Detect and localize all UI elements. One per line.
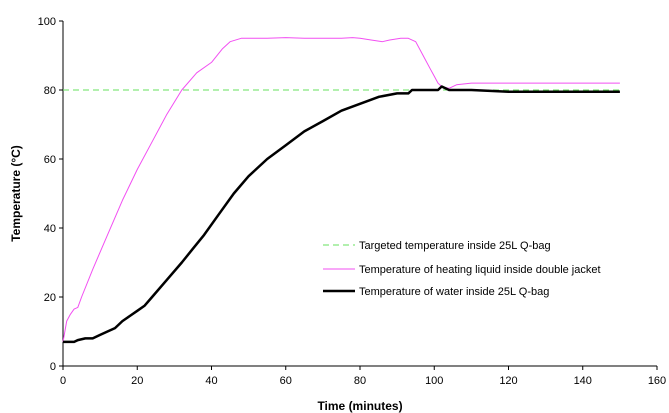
series-lines (62, 37, 620, 344)
tick-marks (59, 20, 658, 370)
x-tick-label: 0 (60, 375, 66, 387)
x-tick-label: 40 (205, 375, 217, 387)
y-tick-label: 80 (44, 85, 56, 97)
legend-label-target: Targeted temperature inside 25L Q-bag (359, 240, 551, 252)
x-tick-label: 100 (425, 375, 443, 387)
x-tick-label: 160 (648, 375, 666, 387)
axes (62, 21, 657, 367)
y-tick-label: 20 (44, 292, 56, 304)
y-axis-title: Temperature (°C) (9, 145, 23, 242)
y-tick-label: 100 (38, 16, 56, 28)
y-tick-labels: 0 20 40 60 80 100 (38, 16, 56, 373)
y-tick-label: 60 (44, 154, 56, 166)
x-axis-title: Time (minutes) (317, 399, 402, 413)
x-tick-labels: 0 20 40 60 80 100 120 140 160 (60, 375, 666, 387)
legend-label-water: Temperature of water inside 25L Q-bag (359, 286, 549, 298)
legend-label-heating-liquid: Temperature of heating liquid inside dou… (359, 264, 601, 276)
x-tick-label: 140 (574, 375, 592, 387)
x-tick-label: 120 (499, 375, 517, 387)
y-tick-label: 0 (50, 361, 56, 373)
x-tick-label: 80 (354, 375, 366, 387)
x-tick-label: 20 (131, 375, 143, 387)
legend: Targeted temperature inside 25L Q-bag Te… (323, 240, 601, 298)
x-tick-label: 60 (280, 375, 292, 387)
y-tick-label: 40 (44, 223, 56, 235)
series-line-water (63, 85, 620, 344)
